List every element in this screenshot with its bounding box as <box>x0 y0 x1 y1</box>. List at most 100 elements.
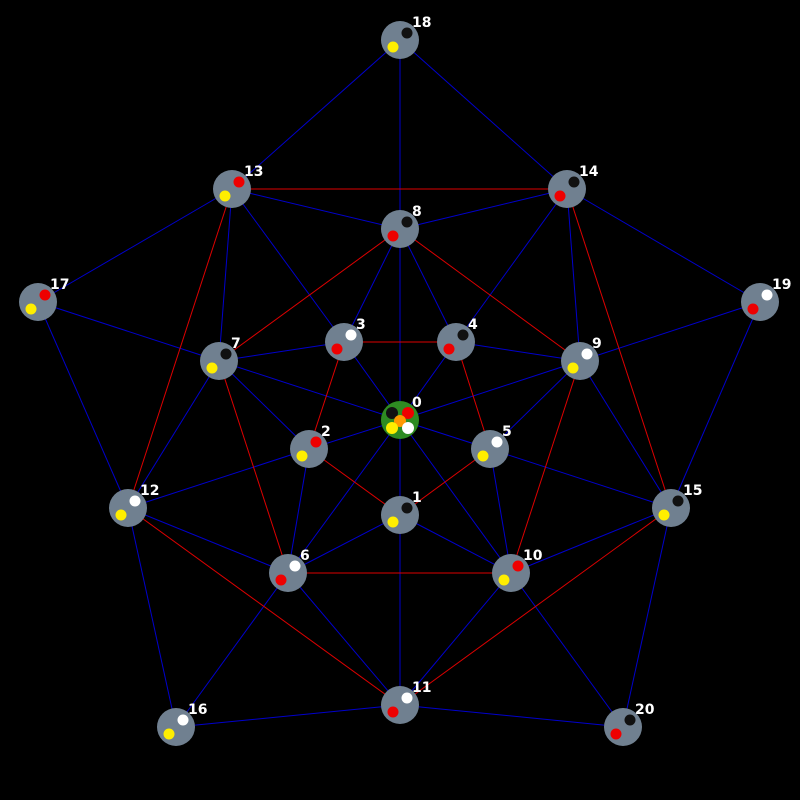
node-20-dot-black <box>624 714 636 726</box>
node-2-dot-red <box>310 436 322 448</box>
node-5[interactable]: 5 <box>471 424 512 468</box>
edge-6-11 <box>287 572 401 706</box>
edge-9-14 <box>566 188 581 362</box>
edge-11-12 <box>127 507 401 706</box>
node-label-2: 2 <box>321 424 331 440</box>
edge-11-20 <box>399 704 624 728</box>
edge-11-15 <box>399 507 672 706</box>
node-6[interactable]: 6 <box>269 548 310 592</box>
node-label-12: 12 <box>140 483 159 499</box>
node-label-4: 4 <box>468 317 478 333</box>
node-label-13: 13 <box>244 164 263 180</box>
edge-10-20 <box>510 572 624 728</box>
node-18[interactable]: 18 <box>381 15 431 59</box>
edge-0-9 <box>399 360 581 421</box>
node-6-dot-red <box>275 574 287 586</box>
node-2[interactable]: 2 <box>290 424 331 468</box>
node-label-19: 19 <box>772 277 791 293</box>
node-18-dot-yellow <box>387 41 399 53</box>
edge-7-17 <box>37 301 220 362</box>
node-label-6: 6 <box>300 548 310 564</box>
node-17-dot-red <box>39 289 51 301</box>
node-8-dot-red <box>387 230 399 242</box>
node-3[interactable]: 3 <box>325 317 366 361</box>
node-17-dot-yellow <box>25 303 37 315</box>
node-13[interactable]: 13 <box>213 164 263 208</box>
node-9-dot-white <box>581 348 593 360</box>
node-13-dot-red <box>233 176 245 188</box>
node-12[interactable]: 12 <box>109 483 159 527</box>
node-15[interactable]: 15 <box>652 483 702 527</box>
node-label-16: 16 <box>188 702 207 718</box>
edge-9-19 <box>579 301 761 362</box>
node-17[interactable]: 17 <box>19 277 69 321</box>
edge-9-15 <box>579 360 672 509</box>
node-10-dot-yellow <box>498 574 510 586</box>
node-6-dot-white <box>289 560 301 572</box>
edge-7-8 <box>218 228 401 362</box>
node-1[interactable]: 1 <box>381 490 422 534</box>
node-11[interactable]: 11 <box>381 680 431 724</box>
node-15-dot-yellow <box>658 509 670 521</box>
node-14[interactable]: 14 <box>548 164 599 208</box>
edge-0-10 <box>399 419 512 574</box>
edge-6-16 <box>175 572 289 728</box>
edge-6-12 <box>127 507 289 574</box>
node-8[interactable]: 8 <box>381 204 422 248</box>
node-19[interactable]: 19 <box>741 277 791 321</box>
node-16-dot-yellow <box>163 728 175 740</box>
edge-7-13 <box>218 188 233 362</box>
node-12-dot-yellow <box>115 509 127 521</box>
node-4[interactable]: 4 <box>437 317 478 361</box>
edge-4-8 <box>399 228 457 343</box>
node-label-20: 20 <box>635 702 655 718</box>
edge-11-16 <box>175 704 401 728</box>
node-label-8: 8 <box>412 204 422 220</box>
node-label-3: 3 <box>356 317 366 333</box>
node-10[interactable]: 10 <box>492 548 543 592</box>
node-label-17: 17 <box>50 277 69 293</box>
edge-3-7 <box>218 341 345 362</box>
edge-4-14 <box>455 188 568 343</box>
edge-2-7 <box>218 360 310 450</box>
edge-0-6 <box>287 419 401 574</box>
node-7-dot-yellow <box>206 362 218 374</box>
node-3-dot-white <box>345 329 357 341</box>
edge-2-12 <box>127 448 310 509</box>
node-15-dot-black <box>672 495 684 507</box>
node-9-dot-yellow <box>567 362 579 374</box>
edge-3-8 <box>343 228 401 343</box>
edge-12-13 <box>127 188 233 509</box>
node-19-dot-red <box>747 303 759 315</box>
node-label-10: 10 <box>523 548 543 564</box>
edge-12-16 <box>127 507 177 728</box>
node-20-dot-red <box>610 728 622 740</box>
node-label-7: 7 <box>231 336 241 352</box>
node-4-dot-red <box>443 343 455 355</box>
edge-8-13 <box>231 188 401 230</box>
edge-12-17 <box>37 301 129 509</box>
node-20[interactable]: 20 <box>604 702 655 746</box>
node-label-14: 14 <box>579 164 599 180</box>
edge-15-20 <box>622 507 672 728</box>
edge-4-9 <box>455 341 581 362</box>
node-16[interactable]: 16 <box>157 702 207 746</box>
node-0-dot-orange <box>394 415 406 427</box>
node-14-dot-red <box>554 190 566 202</box>
node-label-18: 18 <box>412 15 431 31</box>
node-12-dot-white <box>129 495 141 507</box>
node-9[interactable]: 9 <box>561 336 602 380</box>
edge-9-10 <box>510 360 581 574</box>
node-7[interactable]: 7 <box>200 336 241 380</box>
node-2-dot-yellow <box>296 450 308 462</box>
node-1-dot-yellow <box>387 516 399 528</box>
node-5-dot-white <box>491 436 503 448</box>
node-0[interactable]: 0 <box>381 395 422 439</box>
node-label-0: 0 <box>412 395 422 411</box>
node-11-dot-white <box>401 692 413 704</box>
node-14-dot-black <box>568 176 580 188</box>
node-7-dot-black <box>220 348 232 360</box>
